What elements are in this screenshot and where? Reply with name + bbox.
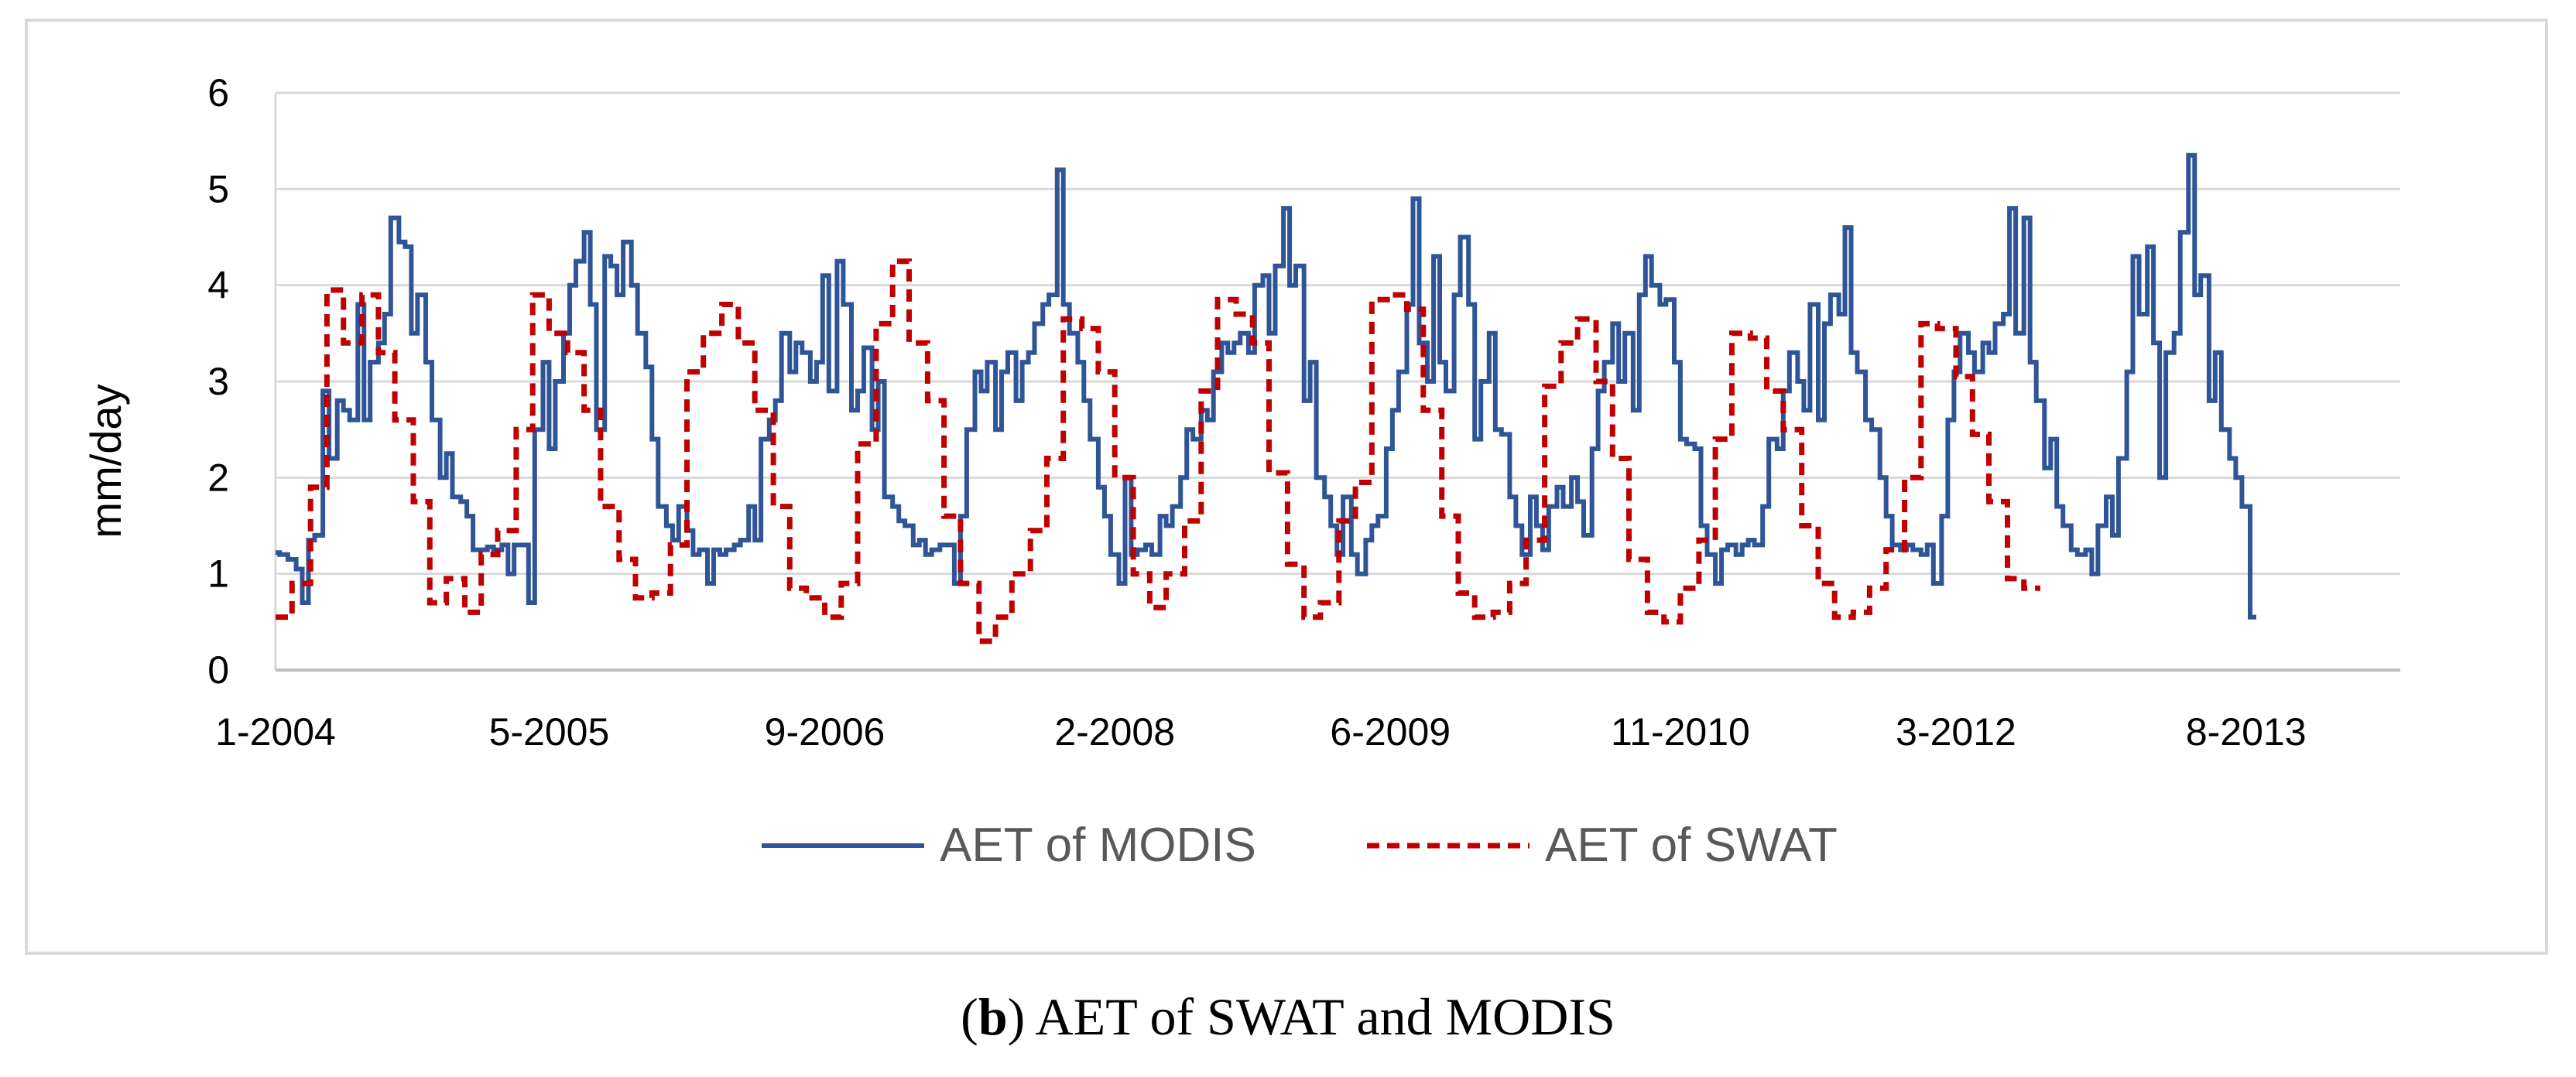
x-tick-label-3: 2-2008 [1054,710,1175,754]
x-tick-label-2: 9-2006 [765,710,886,754]
series [276,152,2256,644]
series-line-modis [276,152,2256,620]
line-chart: 0 1 2 3 4 5 6 1-2004 5-2005 9-2006 2-2008 6-2009 11… [81,71,2400,872]
y-tick-label-2: 2 [207,456,229,499]
x-tick-label-7: 8-2013 [2186,710,2307,754]
y-tick-label-5: 5 [207,167,229,210]
chart-frame: 0 1 2 3 4 5 6 1-2004 5-2005 9-2006 2-2008 6-2009 11… [25,19,2548,955]
y-tick-label-6: 6 [207,71,229,115]
y-tick-label-3: 3 [207,360,229,403]
y-tick-label-1: 1 [207,552,229,596]
y-tick-label-4: 4 [207,264,229,307]
caption-text: ) AET of SWAT and MODIS [1007,987,1615,1046]
caption-prefix: ( [961,987,978,1046]
y-tick-labels: 0 1 2 3 4 5 6 [207,71,229,692]
x-tick-label-5: 11-2010 [1611,710,1750,754]
x-tick-label-0: 1-2004 [215,710,336,754]
x-tick-label-6: 3-2012 [1896,710,2016,754]
series-line-swat [276,258,2040,644]
x-tick-labels: 1-2004 5-2005 9-2006 2-2008 6-2009 11-2010 3-2… [215,710,2306,754]
axes [274,93,2400,672]
legend-label-swat: AET of SWAT [1545,819,1838,872]
legend: AET of MODIS AET of SWAT [762,819,1838,872]
legend-label-modis: AET of MODIS [940,819,1256,872]
x-tick-label-1: 5-2005 [489,710,610,754]
y-tick-label-0: 0 [207,648,229,692]
figure-caption: (b) AET of SWAT and MODIS [0,986,2576,1048]
caption-letter: b [978,987,1008,1046]
y-axis-title: mm/day [81,384,130,538]
x-tick-label-4: 6-2009 [1330,710,1451,754]
